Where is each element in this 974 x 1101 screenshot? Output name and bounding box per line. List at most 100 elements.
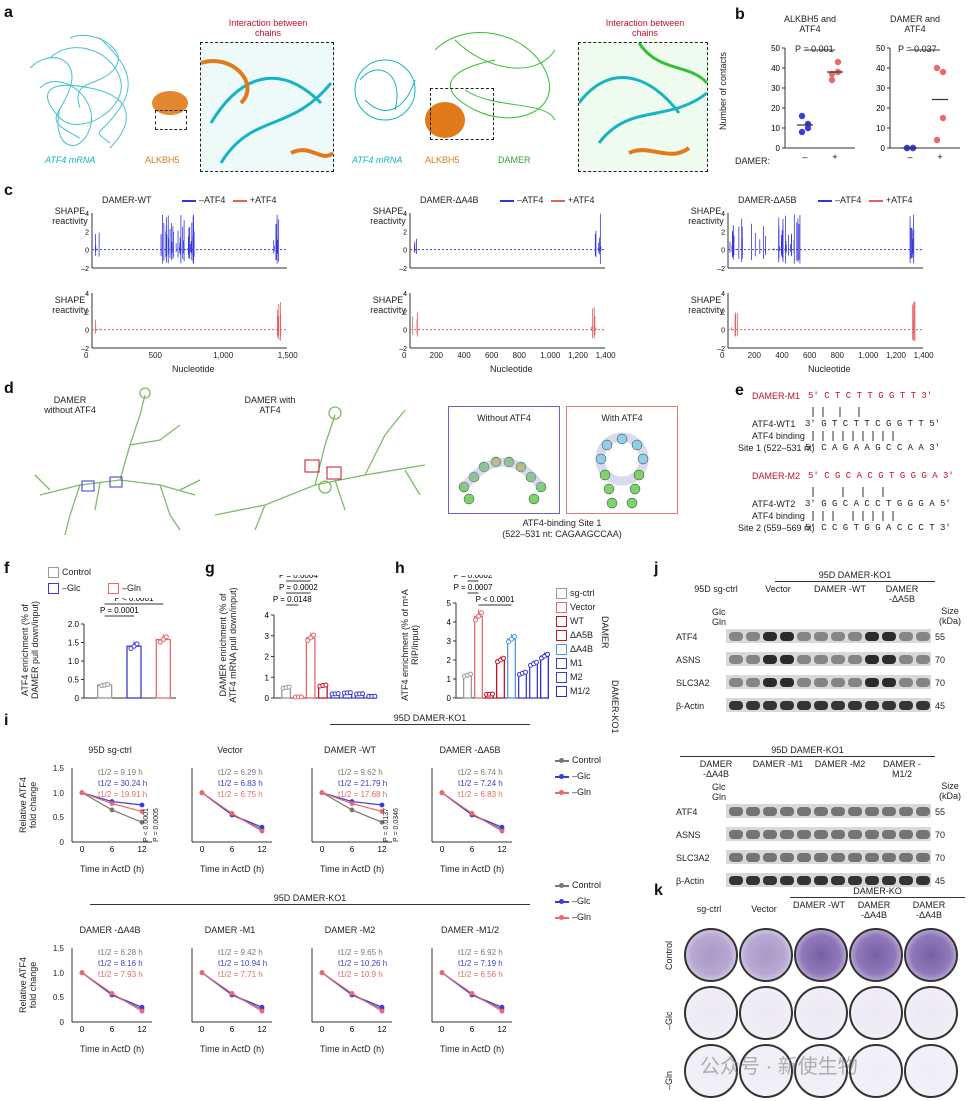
- y-tick-label: 20: [876, 104, 885, 113]
- panel-h-legend-item: sg-ctrl: [556, 588, 595, 600]
- data-point: [828, 76, 836, 84]
- colony-dish: [794, 928, 848, 982]
- half-life-label: t1/2 = 6.29 h: [218, 768, 263, 777]
- blot-band: [899, 807, 913, 816]
- bar: [126, 645, 142, 699]
- y-tick-label: 40: [771, 64, 780, 73]
- blot-band: [899, 853, 913, 862]
- blot-band: [882, 655, 896, 664]
- data-point: [349, 990, 355, 996]
- bar: [496, 659, 506, 699]
- half-life-label: t1/2 = 7.93 h: [98, 970, 143, 979]
- data-point: [229, 810, 235, 816]
- blot-lane-group-label: DAMER -WT: [814, 584, 866, 594]
- panel-e-m2-seq: 5′ C G C A C G T G G G A 3′: [808, 471, 954, 481]
- y-tick-label: 2: [85, 229, 89, 236]
- panel-i-legend-item: –Glc: [555, 896, 591, 906]
- data-point: [109, 807, 115, 813]
- blot-size-value: 70: [935, 853, 946, 863]
- p-value: P = 0.0002: [454, 575, 493, 580]
- panel-e-site2-seq: 5′ C C G T G G A C C C T 3′: [805, 523, 951, 533]
- blot-band: [916, 830, 930, 839]
- blot-band: [797, 853, 811, 862]
- y-tick-label: 5: [447, 599, 452, 608]
- blot-glc-label: Glc: [712, 782, 726, 792]
- blot-band: [780, 632, 794, 641]
- panel-label-d: d: [4, 380, 14, 397]
- panel-i-group-bottom: 95D DAMER-KO1: [273, 893, 347, 903]
- legend-label: –Gln: [572, 787, 592, 797]
- y-tick-label: 0: [403, 248, 407, 255]
- panel-f-legend-gln: –Gln: [108, 583, 141, 595]
- blot-band: [916, 632, 930, 641]
- blot-band: [831, 830, 845, 839]
- panel-h-group: DAMER-KO1: [610, 680, 620, 734]
- panel-i-legend-item: –Gln: [555, 912, 591, 922]
- x-tick-label: 12: [378, 845, 387, 854]
- blot-band: [729, 853, 743, 862]
- panel-i-decay-plot: 0 6 12: [311, 948, 392, 1034]
- x-tick-label: 12: [378, 1025, 387, 1034]
- y-tick-label: 1: [265, 673, 270, 682]
- panel-k-row-label: –Glc: [664, 1011, 674, 1030]
- panel-d-title-1: DAMER without ATF4: [44, 395, 96, 415]
- y-tick-label: 0: [265, 694, 270, 703]
- half-life-label: t1/2 = 6.83 h: [458, 790, 503, 799]
- panel-c-legend: –ATF4 +ATF4: [818, 195, 912, 205]
- data-point: [259, 1008, 265, 1014]
- y-tick-label: 50: [771, 44, 780, 53]
- blot-band: [797, 678, 811, 687]
- data-point: [199, 970, 205, 976]
- x-tick-label: 200: [747, 351, 762, 360]
- x-tick-label: –: [802, 152, 807, 160]
- blot-size-value: 70: [935, 655, 946, 665]
- data-point: [379, 1004, 385, 1010]
- blot-band: [899, 830, 913, 839]
- blot-band: [848, 807, 862, 816]
- panel-c-shape-plot: 4 2 0 –2: [399, 291, 605, 353]
- panel-d-rna-structure-2: [214, 406, 426, 531]
- blot-lane-group-label: DAMER -M1/2: [883, 759, 921, 779]
- blot-band: [882, 807, 896, 816]
- blot-band: [780, 853, 794, 862]
- data-point: [79, 970, 85, 976]
- legend-label: WT: [570, 616, 584, 626]
- y-tick-label: 0.5: [68, 676, 80, 685]
- panel-i-xlabel: Time in ActD (h): [320, 864, 385, 874]
- data-point: [199, 790, 205, 796]
- blot-strip: [726, 698, 931, 712]
- data-point: [509, 636, 514, 642]
- panel-label-k: k: [654, 882, 663, 899]
- y-tick-label: 20: [771, 104, 780, 113]
- half-life-label: t1/2 = 10.94 h: [218, 959, 268, 968]
- x-tick-label: 600: [802, 351, 817, 360]
- blot-size-value: 70: [935, 678, 946, 688]
- data-point: [109, 990, 115, 996]
- panel-i-plot-title: Vector: [217, 745, 243, 755]
- panel-c-ylabel-bottom-2: SHAPE reactivity: [370, 295, 406, 315]
- x-tick-label: 0: [80, 1025, 85, 1034]
- blot-band: [814, 876, 828, 885]
- blot-lane-group-label: DAMER -M1: [752, 759, 804, 769]
- x-tick-label: 12: [498, 1025, 507, 1034]
- colony-dish: [849, 1044, 903, 1098]
- blot-strip: [726, 675, 931, 689]
- y-tick-label: 50: [876, 44, 885, 53]
- blot-lane-group-label: DAMER -ΔA5B: [885, 584, 919, 604]
- x-tick-label: 1,200: [885, 351, 906, 360]
- panel-c-title: DAMER-ΔA4B: [420, 195, 479, 205]
- bar: [507, 638, 517, 699]
- data-point: [798, 128, 806, 136]
- p-value: P < 0.0001: [476, 595, 515, 604]
- blot-row-label: SLC3A2: [676, 853, 710, 863]
- blot-band: [763, 701, 777, 710]
- x-tick-label: 6: [350, 1025, 355, 1034]
- blot-row-label: ASNS: [676, 830, 701, 840]
- legend-plus: +ATF4: [249, 195, 277, 205]
- colony-dish: [739, 928, 793, 982]
- half-life-label: t1/2 = 10.26 h: [338, 959, 388, 968]
- panel-label-j: j: [654, 560, 659, 577]
- blot-group-label: 95D DAMER-KO1: [771, 745, 844, 755]
- legend-plus: +ATF4: [885, 195, 913, 205]
- bar: [540, 655, 550, 699]
